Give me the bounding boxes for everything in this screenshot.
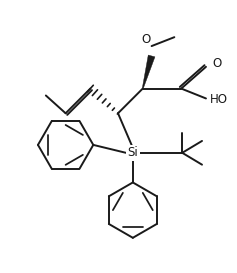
Text: O: O xyxy=(141,33,150,46)
Text: HO: HO xyxy=(210,93,228,106)
Text: O: O xyxy=(212,57,221,70)
Polygon shape xyxy=(142,55,155,89)
Text: Si: Si xyxy=(128,146,138,159)
